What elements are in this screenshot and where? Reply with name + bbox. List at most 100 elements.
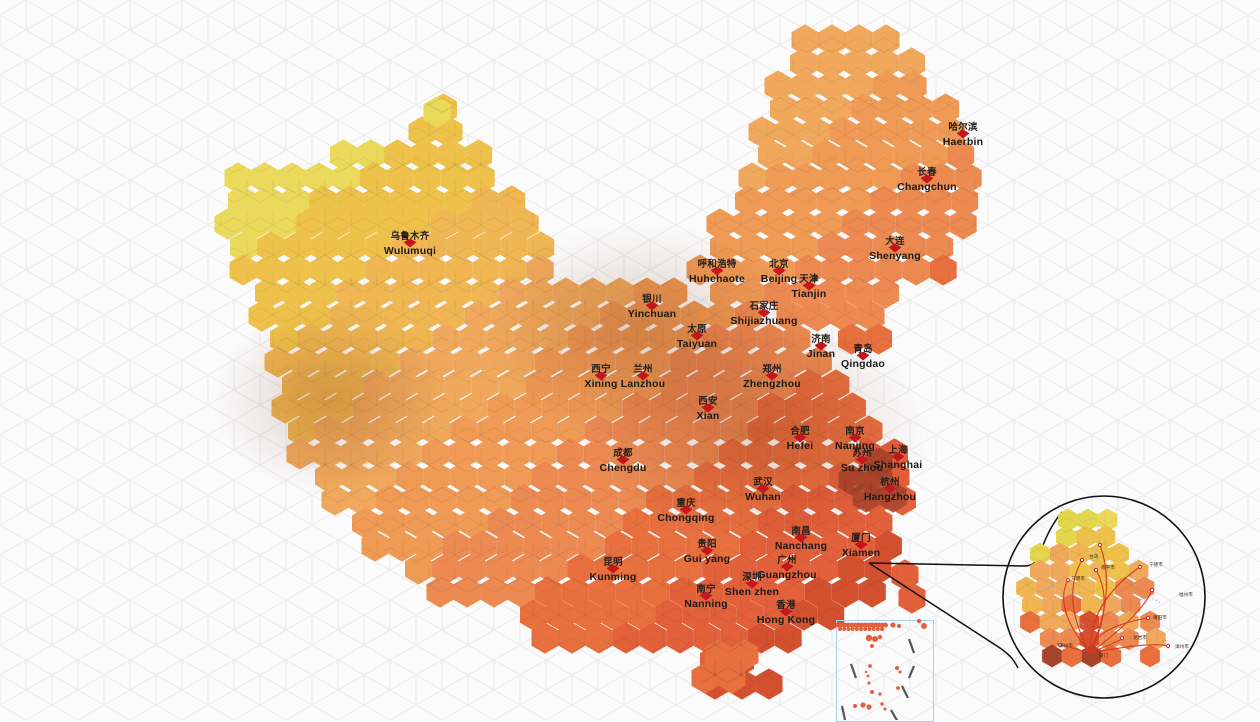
city-name-cn: 合肥 <box>790 426 810 437</box>
hex-facet <box>383 300 411 332</box>
city-label-hefei[interactable]: 合肥 Hefei <box>787 427 814 451</box>
city-label-nanjing[interactable]: 南京 Nanjing <box>835 427 875 451</box>
hex-facet <box>498 369 526 401</box>
city-label-changchun[interactable]: 长春 Changchun <box>897 168 957 192</box>
hex-facet <box>537 484 565 516</box>
city-name-cn: 兰州 <box>633 364 653 375</box>
hex-facet <box>313 438 341 470</box>
city-name-pinyin: Changchun <box>897 180 957 193</box>
city-label-xiamen[interactable]: 厦门 Xiamen <box>842 534 881 558</box>
city-name-cn: 成都 <box>613 448 633 459</box>
hex-facet <box>745 438 773 470</box>
hex-facet <box>491 300 519 332</box>
hex-facet <box>540 553 568 585</box>
hex-facet <box>710 231 738 263</box>
hex-facet <box>526 254 554 286</box>
city-marker-icon <box>616 455 630 465</box>
city-label-qingdao[interactable]: 青岛 Qingdao <box>841 345 885 369</box>
hex-facet <box>755 668 783 700</box>
hex-facet <box>329 300 357 332</box>
hex-facet <box>787 208 815 240</box>
hex-facet <box>507 346 535 378</box>
city-label-su-zhou[interactable]: 苏州 Su zhou <box>841 449 883 473</box>
city-label-taiyuan[interactable]: 太原 Taiyuan <box>677 325 717 349</box>
hex-facet <box>464 300 492 332</box>
hex-facet <box>448 438 476 470</box>
city-label-chengdu[interactable]: 成都 Chengdu <box>600 449 647 473</box>
hex-facet <box>214 208 242 240</box>
city-label-nanning[interactable]: 南宁 Nanning <box>684 585 727 609</box>
city-name-cn: 香港 <box>776 600 796 611</box>
city-name-pinyin: Shenyang <box>869 249 921 262</box>
hex-facet <box>352 392 380 424</box>
city-label-xining[interactable]: 西宁 Xining <box>584 365 617 389</box>
city-name-cn: 北京 <box>769 259 789 270</box>
city-label-shen-zhen[interactable]: 深圳 Shen zhen <box>725 573 779 597</box>
city-label-wuhan[interactable]: 武汉 Wuhan <box>745 478 781 502</box>
hex-facet <box>764 231 792 263</box>
hex-facet <box>367 438 395 470</box>
hex-facet <box>336 185 364 217</box>
hex-facet <box>357 139 385 171</box>
hex-facet <box>583 438 611 470</box>
hex-facet <box>900 162 928 194</box>
city-label-shenyang[interactable]: 大连 Shenyang <box>869 237 921 261</box>
hex-facet <box>438 139 466 171</box>
city-label-jinan[interactable]: 济南 Jinan <box>807 335 835 359</box>
hex-facet <box>446 231 474 263</box>
city-label-guangzhou[interactable]: 广州 Guangzhou <box>757 556 817 580</box>
city-label-shanghai[interactable]: 上海 Shanghai <box>874 446 923 470</box>
city-label-nanchang[interactable]: 南昌 Nanchang <box>775 527 827 551</box>
city-name-pinyin: Kunming <box>589 570 637 583</box>
hex-facet <box>676 507 704 539</box>
hex-facet <box>433 392 461 424</box>
city-label-shijiazhuang[interactable]: 石家庄 Shijiazhuang <box>730 302 797 326</box>
city-label-gui-yang[interactable]: 贵阳 Gui yang <box>684 540 731 564</box>
hex-facet <box>595 392 623 424</box>
city-marker-icon <box>854 540 868 550</box>
hex-facet <box>878 93 906 125</box>
city-label-chongqing[interactable]: 重庆 Chongqing <box>657 499 714 523</box>
hex-facet <box>568 392 596 424</box>
city-name-cn: 哈尔滨 <box>948 122 978 133</box>
hex-facet <box>471 185 499 217</box>
hex-facet <box>764 277 792 309</box>
hex-facet <box>379 392 407 424</box>
hex-facet <box>818 70 846 102</box>
hex-facet <box>499 254 527 286</box>
city-label-beijing[interactable]: 北京 Beijing <box>761 260 797 284</box>
hex-facet <box>504 415 532 447</box>
city-label-huhehaote[interactable]: 呼和浩特 Huhehaote <box>689 260 745 284</box>
city-label-hangzhou[interactable]: 杭州 Hangzhou <box>864 478 916 502</box>
hex-facet <box>929 254 957 286</box>
city-label-yinchuan[interactable]: 银川 Yinchuan <box>628 295 676 319</box>
hex-facet <box>831 576 859 608</box>
city-label-kunming[interactable]: 昆明 Kunming <box>590 558 637 582</box>
city-label-haerbin[interactable]: 哈尔滨 Haerbin <box>943 123 984 147</box>
hex-facet <box>572 300 600 332</box>
city-marker-icon <box>606 564 620 574</box>
hex-facet <box>704 639 732 671</box>
hex-facet <box>857 300 885 332</box>
city-label-wulumuqi[interactable]: 乌鲁木齐 Wulumuqi <box>384 232 436 256</box>
hex-facet <box>621 323 649 355</box>
hex-facet <box>905 93 933 125</box>
city-label-hong-kong[interactable]: 香港 Hong Kong <box>757 601 815 625</box>
hex-facet <box>284 231 312 263</box>
hex-facet <box>386 162 414 194</box>
hex-facet <box>830 300 858 332</box>
city-label-xian[interactable]: 西安 Xian <box>697 397 720 421</box>
city-marker-icon <box>594 371 608 381</box>
south-china-sea-inset[interactable] <box>836 620 934 722</box>
hex-facet <box>622 507 650 539</box>
city-marker-icon <box>645 301 659 311</box>
city-label-lanzhou[interactable]: 兰州 Lanzhou <box>621 365 666 389</box>
hex-facet <box>352 507 380 539</box>
city-label-tianjin[interactable]: 天津 Tianjin <box>791 275 826 299</box>
hex-facet <box>838 392 866 424</box>
city-label-zhengzhou[interactable]: 郑州 Zhengzhou <box>743 365 801 389</box>
hex-facet <box>595 507 623 539</box>
hex-facet <box>872 231 900 263</box>
hex-facet <box>794 254 822 286</box>
